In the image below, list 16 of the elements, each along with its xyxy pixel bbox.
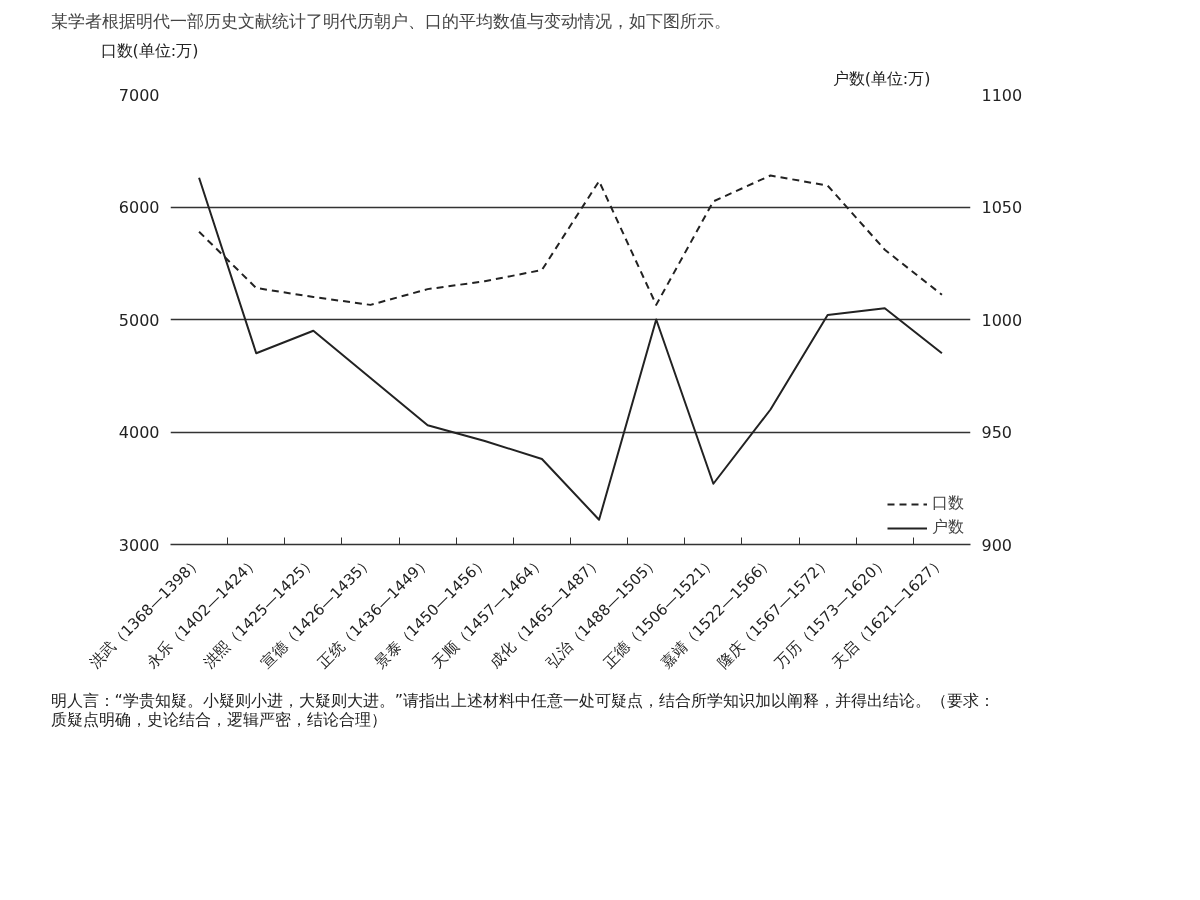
y2-tick-label: 900 [981, 535, 1013, 555]
y-tick-label: 3000 [118, 535, 160, 555]
y-tick-label: 5000 [118, 310, 160, 330]
chart-title: 某学者根据明代一部历史文献统计了明代历朝户、口的平均数值与变动情况，如下图所示。 [50, 10, 731, 31]
legend-label: 户数 [932, 517, 964, 538]
y2-tick-label: 1000 [981, 310, 1023, 330]
y2-tick-label: 950 [981, 423, 1013, 442]
y2-tick-label: 1100 [981, 85, 1023, 105]
y2-axis-title: 户数(单位:万) [832, 68, 931, 88]
text: 明人言：“学贵知疑。小疑则小进，大疑则大进。”请指出上述材料中任意一处可疑点，结合所学知识加以阐释，并得出结论。（要求：质疑点明确，史论结合，逻辑严密，结论合理） [50, 690, 996, 729]
y2-tick-label: 1050 [981, 198, 1023, 217]
y-axis-title: 口数(单位:万) [100, 40, 199, 60]
y-tick-label: 7000 [118, 85, 160, 105]
legend-label: 口数 [932, 493, 964, 514]
y-tick-label: 6000 [118, 198, 160, 217]
y-tick-label: 4000 [118, 423, 160, 442]
